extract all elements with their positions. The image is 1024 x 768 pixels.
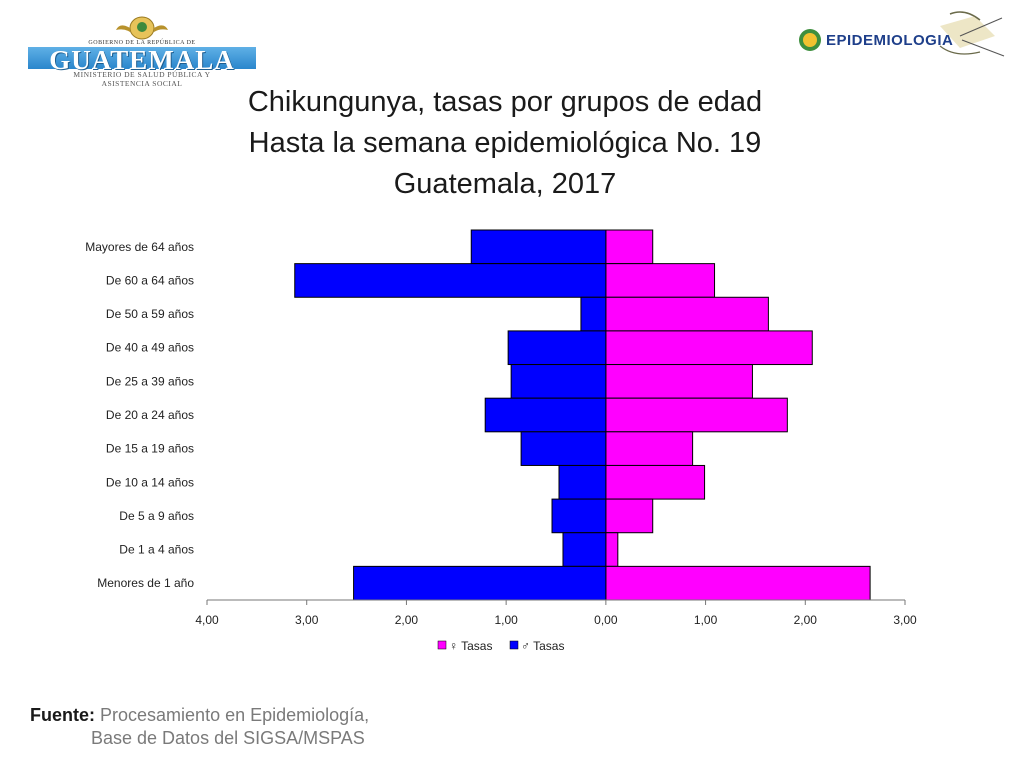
bar-female-4 bbox=[605, 364, 753, 399]
category-label-4: De 25 a 39 años bbox=[106, 374, 194, 388]
bar-male-2 bbox=[580, 296, 607, 332]
guatemala-ministry-logo: GOBIERNO DE LA REPÚBLICA DE GUATEMALA MI… bbox=[26, 14, 258, 88]
bar-male-10 bbox=[353, 565, 607, 601]
x-tick-label-0: 4,00 bbox=[195, 613, 219, 627]
category-label-5: De 20 a 24 años bbox=[106, 408, 194, 422]
title-line-3: Guatemala, 2017 bbox=[393, 168, 617, 200]
title-line-2: Hasta la semana epidemiológica No. 19 bbox=[248, 127, 762, 159]
coat-of-arms-icon bbox=[116, 16, 168, 40]
bar-male-9 bbox=[562, 532, 607, 567]
bar-female-7 bbox=[605, 464, 706, 500]
category-label-0: Mayores de 64 años bbox=[85, 240, 194, 254]
bar-female-8 bbox=[605, 498, 654, 534]
bar-female-5 bbox=[605, 397, 788, 433]
x-tick-label-1: 3,00 bbox=[295, 613, 319, 627]
legend-label-female: ♀ Tasas bbox=[449, 639, 492, 653]
source-line-1: Procesamiento en Epidemiología, bbox=[100, 705, 370, 725]
category-label-9: De 1 a 4 años bbox=[119, 543, 194, 557]
x-tick-label-3: 1,00 bbox=[494, 613, 518, 627]
category-label-1: De 60 a 64 años bbox=[106, 273, 194, 287]
logo-country-name: GUATEMALA bbox=[49, 45, 235, 75]
bar-male-3 bbox=[507, 330, 607, 366]
epidemiologia-logo: EPIDEMIOLOGIA bbox=[790, 6, 1010, 66]
population-pyramid-chart: Mayores de 64 años De 60 a 64 años De 50 a… bbox=[85, 229, 917, 653]
logo-epidemiologia-text: EPIDEMIOLOGIA bbox=[826, 32, 954, 49]
source-note: Fuente: Procesamiento en Epidemiología, … bbox=[30, 704, 369, 750]
category-label-10: Menores de 1 año bbox=[97, 576, 194, 590]
logo-ministry-text: MINISTERIO DE SALUD PÚBLICA Y ASISTENCIA… bbox=[26, 70, 258, 88]
x-tick-label-2: 2,00 bbox=[395, 613, 419, 627]
legend-swatch-female bbox=[437, 640, 447, 650]
x-tick-label-7: 3,00 bbox=[893, 613, 917, 627]
bar-male-5 bbox=[484, 397, 607, 433]
bar-female-6 bbox=[605, 431, 694, 466]
bar-male-0 bbox=[470, 229, 607, 265]
bar-female-0 bbox=[605, 229, 654, 265]
bar-female-3 bbox=[605, 330, 813, 366]
bar-male-8 bbox=[551, 498, 607, 534]
bar-female-10 bbox=[605, 565, 871, 601]
category-label-7: De 10 a 14 años bbox=[106, 475, 194, 489]
bar-male-4 bbox=[510, 364, 607, 399]
chart-title: Chikungunya, tasas por grupos de edad Ha… bbox=[0, 82, 1010, 205]
bar-female-2 bbox=[605, 296, 769, 332]
legend-label-male: ♂ Tasas bbox=[521, 639, 564, 653]
category-label-2: De 50 a 59 años bbox=[106, 307, 194, 321]
bar-female-9 bbox=[605, 532, 619, 567]
legend-swatch-male bbox=[509, 640, 519, 650]
logo-ministry-line2: ASISTENCIA SOCIAL bbox=[101, 79, 183, 88]
bar-male-6 bbox=[520, 431, 607, 466]
category-label-3: De 40 a 49 años bbox=[106, 341, 194, 355]
source-label: Fuente: bbox=[30, 705, 95, 725]
x-tick-label-5: 1,00 bbox=[694, 613, 718, 627]
bar-female-1 bbox=[605, 263, 716, 298]
logo-top-text: GOBIERNO DE LA REPÚBLICA DE bbox=[88, 40, 196, 46]
logo-ministry-line1: MINISTERIO DE SALUD PÚBLICA Y bbox=[73, 70, 211, 79]
bar-male-1 bbox=[294, 263, 607, 298]
logo-banner bbox=[28, 47, 256, 69]
x-tick-label-6: 2,00 bbox=[794, 613, 818, 627]
title-line-1: Chikungunya, tasas por grupos de edad bbox=[247, 86, 763, 118]
bar-male-7 bbox=[558, 464, 607, 500]
x-tick-label-4: 0,00 bbox=[594, 613, 618, 627]
category-label-6: De 15 a 19 años bbox=[106, 442, 194, 456]
mosquito-icon bbox=[799, 11, 1005, 57]
source-line-2: Base de Datos del SIGSA/MSPAS bbox=[91, 728, 365, 748]
category-label-8: De 5 a 9 años bbox=[119, 509, 194, 523]
